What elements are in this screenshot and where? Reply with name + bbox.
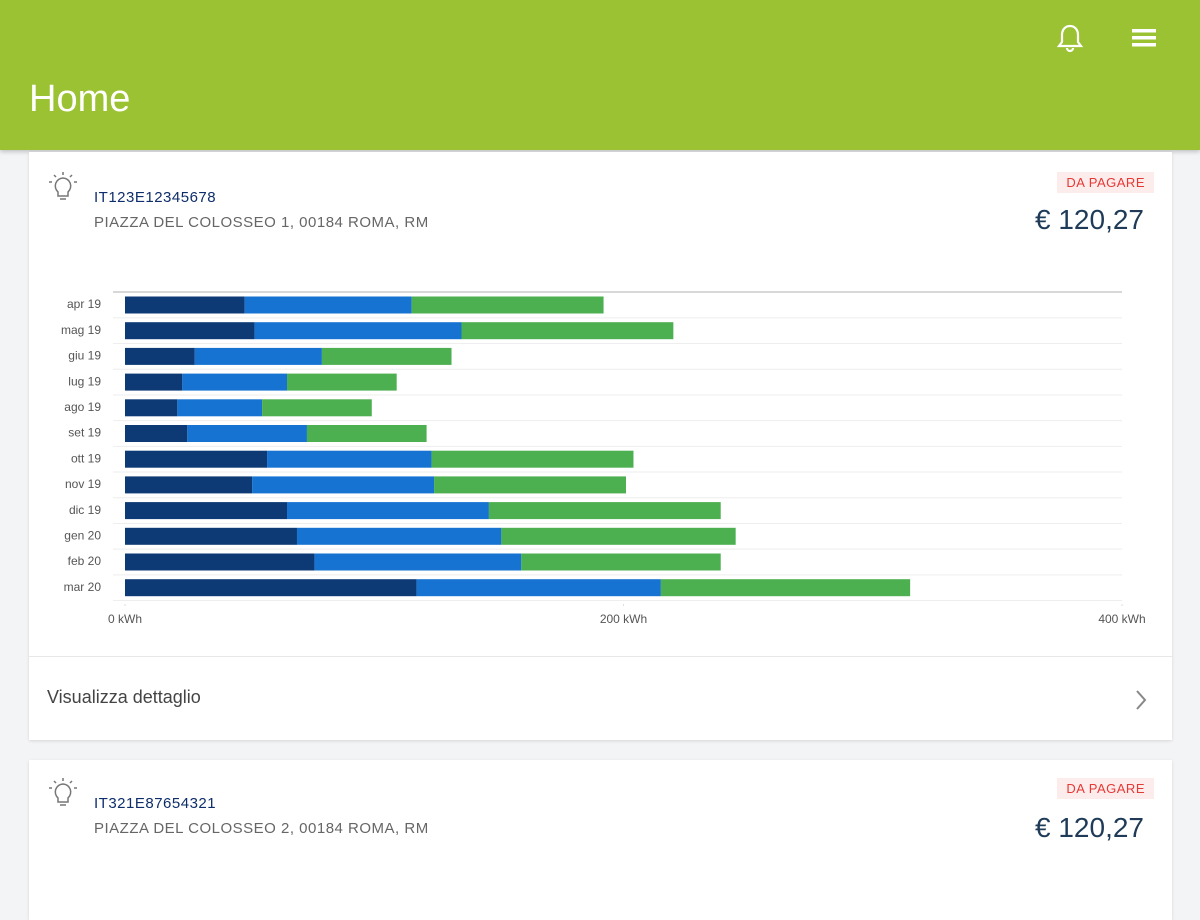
status-badge: DA PAGARE	[1057, 778, 1154, 799]
y-tick-label: dic 19	[69, 503, 101, 517]
bar-segment	[125, 553, 315, 571]
address: PIAZZA DEL COLOSSEO 1, 00184 ROMA, RM	[94, 214, 429, 231]
bar-segment	[321, 347, 452, 365]
bar-segment	[125, 373, 183, 391]
bar-segment	[187, 425, 307, 442]
bar-segment	[182, 373, 288, 391]
status-badge: DA PAGARE	[1057, 172, 1154, 193]
y-tick-label: apr 19	[67, 297, 101, 311]
chevron-icon	[1136, 690, 1147, 710]
detail-row[interactable]: Visualizza dettaglio	[29, 656, 1172, 741]
bar-segment	[434, 476, 626, 494]
bar-segment	[125, 425, 188, 442]
bar-segment	[306, 425, 427, 442]
y-tick-label: mar 20	[64, 580, 102, 594]
y-tick-label: giu 19	[68, 349, 101, 363]
y-tick-label: feb 20	[68, 554, 102, 568]
bar-segment	[521, 553, 721, 571]
bar-segment	[125, 399, 178, 417]
page-title: Home	[29, 78, 131, 120]
y-tick-label: ago 19	[64, 400, 101, 414]
bar-segment	[416, 579, 661, 597]
bar-segment	[125, 322, 255, 340]
bar-segment	[267, 450, 432, 468]
consumption-chart: apr 19 mag 19 giu 19 lug 19 ago 19 set 19 ott …	[61, 291, 1146, 626]
pod-code: IT321E87654321	[94, 795, 217, 812]
y-tick-label: lug 19	[68, 374, 101, 388]
bar-segment	[125, 296, 245, 314]
bar-segment	[262, 399, 372, 417]
bar-segment	[501, 527, 736, 545]
bar-segment	[461, 322, 674, 340]
y-tick-label: nov 19	[65, 477, 101, 491]
bulb-icon	[49, 778, 77, 806]
y-tick-label: gen 20	[64, 528, 101, 542]
bar-segment	[244, 296, 412, 314]
bar-segment	[125, 450, 268, 468]
bar-segment	[252, 476, 435, 494]
menu-icon[interactable]	[1131, 27, 1157, 49]
bar-segment	[194, 347, 322, 365]
x-tick-label: 400 kWh	[1098, 612, 1145, 626]
bar-segment	[660, 579, 911, 597]
bar-segment	[431, 450, 634, 468]
x-tick-label: 0 kWh	[108, 612, 142, 626]
pod-code: IT123E12345678	[94, 189, 217, 206]
bar-segment	[125, 527, 297, 545]
bar-segment	[125, 502, 288, 520]
amount: € 120,27	[1035, 204, 1144, 235]
bar-segment	[287, 373, 397, 391]
bar-segment	[125, 579, 417, 597]
bar-segment	[287, 502, 489, 520]
bar-segment	[125, 476, 253, 494]
bar-segment	[411, 296, 604, 314]
supply-card: IT321E87654321 PIAZZA DEL COLOSSEO 2, 00…	[29, 760, 1172, 920]
bar-segment	[488, 502, 721, 520]
bar-segment	[296, 527, 502, 545]
bar-segment	[177, 399, 263, 417]
bar-segment	[125, 347, 195, 365]
y-tick-label: ott 19	[71, 451, 101, 465]
y-tick-label: set 19	[68, 426, 101, 440]
detail-link[interactable]: Visualizza dettaglio	[47, 687, 201, 707]
notifications-icon[interactable]	[1056, 23, 1084, 53]
bar-segment	[254, 322, 462, 340]
app-bar: Home	[0, 0, 1200, 150]
x-tick-label: 200 kWh	[600, 612, 647, 626]
address: PIAZZA DEL COLOSSEO 2, 00184 ROMA, RM	[94, 820, 429, 837]
amount: € 120,27	[1035, 812, 1144, 843]
y-tick-label: mag 19	[61, 323, 101, 337]
bar-segment	[314, 553, 522, 571]
bulb-icon	[49, 172, 77, 200]
